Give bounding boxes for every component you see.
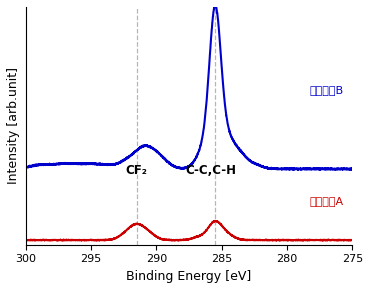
Text: CF₂: CF₂ — [126, 164, 148, 177]
X-axis label: Binding Energy [eV]: Binding Energy [eV] — [126, 270, 252, 283]
Text: ナノシリB: ナノシリB — [309, 85, 343, 95]
Text: ナノシリA: ナノシリA — [309, 196, 343, 206]
Text: C-C,C-H: C-C,C-H — [186, 164, 237, 177]
Y-axis label: Intensity [arb.unit]: Intensity [arb.unit] — [7, 67, 20, 184]
